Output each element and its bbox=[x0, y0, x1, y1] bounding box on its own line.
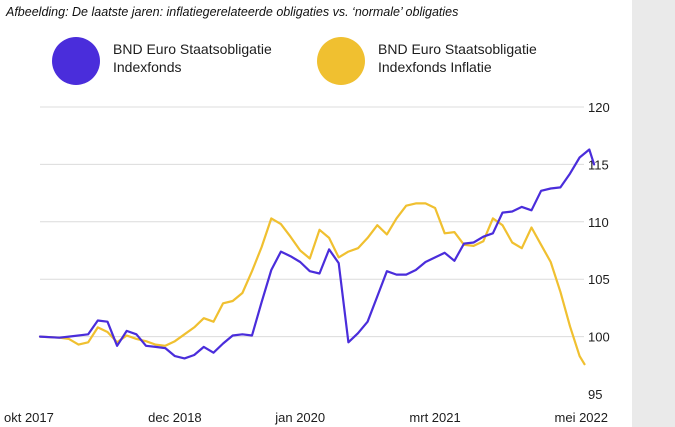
y-tick-label: 120 bbox=[588, 100, 610, 115]
x-tick-label: okt 2017 bbox=[4, 410, 54, 425]
legend-item-inflatie: BND Euro Staatsobligatie Indexfonds Infl… bbox=[317, 37, 537, 85]
legend-swatch-inflatie bbox=[317, 37, 365, 85]
x-tick-label: jan 2020 bbox=[274, 410, 325, 425]
series-line-indexfonds bbox=[38, 148, 596, 360]
legend-label-inflatie: BND Euro Staatsobligatie Indexfonds Infl… bbox=[378, 40, 537, 76]
legend-label-line1: BND Euro Staatsobligatie bbox=[378, 41, 537, 57]
legend-item-indexfonds: BND Euro Staatsobligatie Indexfonds bbox=[52, 37, 272, 85]
legend-label-line2: Indexfonds Inflatie bbox=[378, 59, 492, 75]
legend-label-line1: BND Euro Staatsobligatie bbox=[113, 41, 272, 57]
x-tick-label: mei 2022 bbox=[555, 410, 608, 425]
legend-swatch-indexfonds bbox=[52, 37, 100, 85]
y-tick-label: 110 bbox=[588, 215, 609, 230]
legend-label-line2: Indexfonds bbox=[113, 59, 182, 75]
figure-caption: Afbeelding: De laatste jaren: inflatiege… bbox=[6, 5, 459, 19]
y-tick-label: 105 bbox=[588, 272, 610, 287]
x-tick-label: dec 2018 bbox=[148, 410, 202, 425]
side-panel-strip bbox=[632, 0, 675, 427]
y-tick-label: 100 bbox=[588, 330, 610, 345]
y-tick-label: 115 bbox=[588, 157, 609, 172]
x-tick-label: mrt 2021 bbox=[409, 410, 460, 425]
legend-label-indexfonds: BND Euro Staatsobligatie Indexfonds bbox=[113, 40, 272, 76]
y-tick-label: 95 bbox=[588, 387, 602, 402]
